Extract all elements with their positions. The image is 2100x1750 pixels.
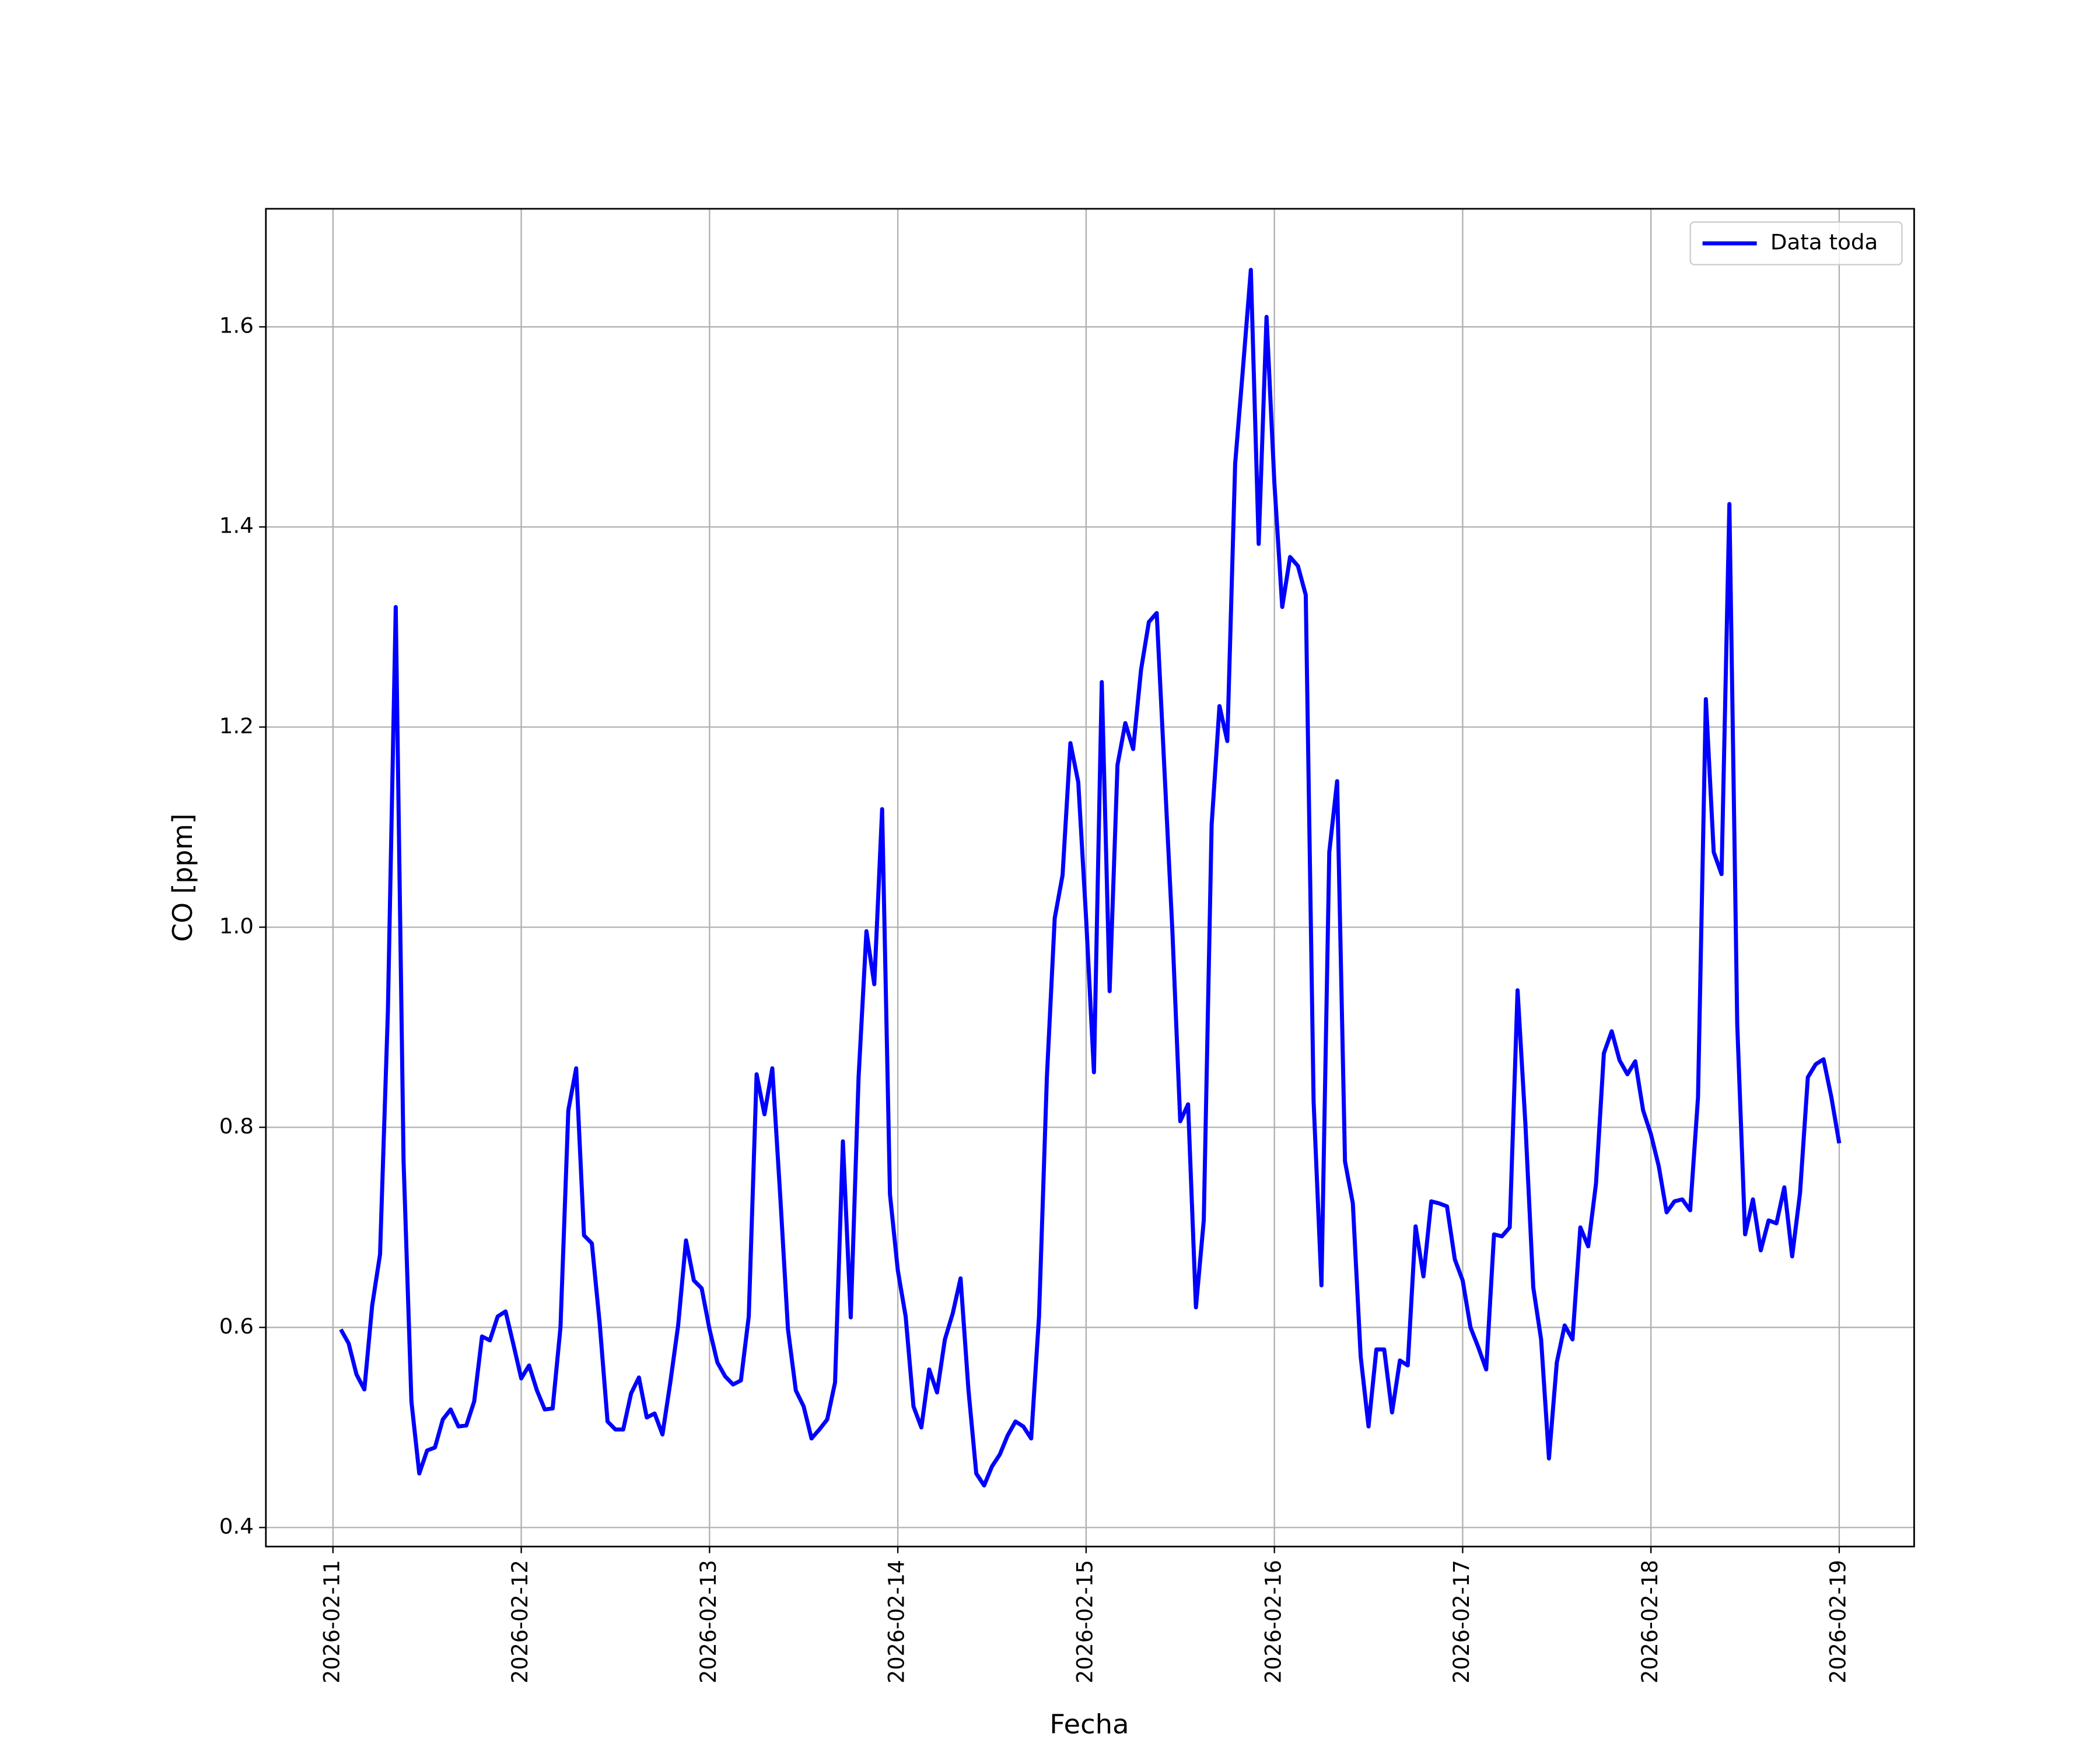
x-tick-label: 2026-02-11 xyxy=(319,1560,344,1684)
y-tick-label: 0.8 xyxy=(219,1114,254,1139)
x-tick-label: 2026-02-19 xyxy=(1825,1560,1850,1684)
legend-box xyxy=(1689,221,1903,265)
x-tick-label: 2026-02-18 xyxy=(1637,1560,1662,1684)
x-tick-label: 2026-02-17 xyxy=(1449,1560,1474,1684)
y-tick-label: 1.0 xyxy=(219,914,254,939)
y-tick-label: 0.4 xyxy=(219,1514,254,1539)
y-tick-label: 0.6 xyxy=(219,1314,254,1339)
data-line xyxy=(339,268,1842,1488)
x-tick-label: 2026-02-12 xyxy=(508,1560,533,1684)
x-axis-label: Fecha xyxy=(1049,1709,1129,1740)
plot-frame xyxy=(265,208,1915,1548)
x-tick-label: 2026-02-13 xyxy=(696,1560,721,1684)
x-tick-label: 2026-02-14 xyxy=(884,1560,909,1684)
y-tick-label: 1.6 xyxy=(219,313,254,338)
y-tick-label: 1.4 xyxy=(219,513,254,538)
x-tick-label: 2026-02-15 xyxy=(1072,1560,1097,1684)
legend-label: Data toda xyxy=(1770,230,1878,255)
x-tick-label: 2026-02-16 xyxy=(1261,1560,1286,1684)
y-axis-label: CO [ppm] xyxy=(166,814,198,942)
y-tick-label: 1.2 xyxy=(219,713,254,738)
